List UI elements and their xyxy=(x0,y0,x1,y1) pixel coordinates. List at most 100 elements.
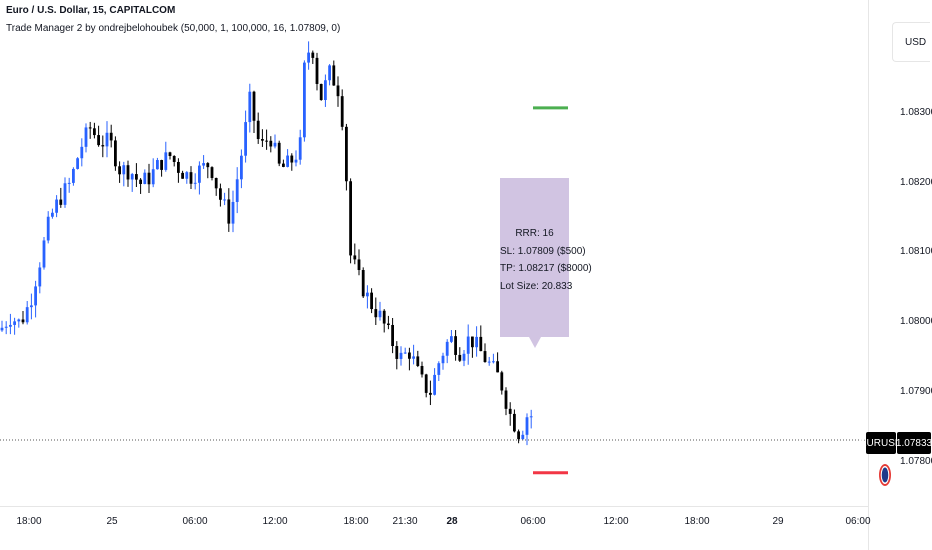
candle-body xyxy=(210,167,214,178)
candle-body xyxy=(118,166,121,175)
candle-body xyxy=(492,361,495,363)
candle-body xyxy=(496,361,499,373)
candle-body xyxy=(42,240,46,268)
candle-body xyxy=(378,310,382,318)
candle-body xyxy=(521,434,525,440)
candle-body xyxy=(240,155,243,180)
tp-label: TP: 1.08217 ($8000) xyxy=(500,263,592,274)
candle-body xyxy=(168,152,172,156)
candle-body xyxy=(252,91,256,121)
indicator-legend[interactable]: Trade Manager 2 by ondrejbelohoubek (50,… xyxy=(6,23,341,34)
time-tick: 18:00 xyxy=(16,516,42,527)
candle-body xyxy=(34,286,37,306)
time-tick: 06:00 xyxy=(182,516,208,527)
candle-body xyxy=(135,174,138,180)
price-tick: 1.08300 xyxy=(900,107,932,118)
candle-body xyxy=(391,324,394,347)
time-tick: 21:30 xyxy=(392,516,418,527)
candle-body xyxy=(139,179,142,184)
candle-body xyxy=(114,140,117,167)
price-tick: 1.07800 xyxy=(900,456,932,467)
candle-body xyxy=(466,336,470,354)
candle-body xyxy=(4,326,8,328)
candle-body xyxy=(46,216,50,241)
candle-body xyxy=(122,165,126,175)
currency-button[interactable]: USD xyxy=(892,22,930,62)
candle-body xyxy=(67,182,71,184)
time-tick: 28 xyxy=(446,516,458,527)
candle-body xyxy=(51,212,54,217)
candle-body xyxy=(248,91,252,123)
candle-body xyxy=(361,270,365,297)
candle-body xyxy=(487,361,491,363)
candle-body xyxy=(80,146,84,159)
candle-body xyxy=(366,292,369,297)
candle-body xyxy=(76,158,79,169)
candle-body xyxy=(156,160,159,170)
candle-body xyxy=(177,161,180,173)
time-tick: 12:00 xyxy=(603,516,629,527)
candle-body xyxy=(353,255,357,260)
candle-body xyxy=(244,122,247,156)
candle-body xyxy=(529,416,533,418)
candle-body xyxy=(408,352,411,359)
time-tick: 18:00 xyxy=(343,516,369,527)
candle-body xyxy=(462,353,466,361)
candle-body xyxy=(130,174,134,180)
trade-info-pointer xyxy=(529,337,541,348)
candle-body xyxy=(143,172,147,184)
candle-body xyxy=(193,182,197,184)
candle-body xyxy=(382,310,386,324)
candle-body xyxy=(185,172,189,179)
candle-body xyxy=(303,62,306,138)
candle-body xyxy=(88,127,92,129)
candle-body xyxy=(349,181,352,256)
candle-body xyxy=(97,135,100,146)
candle-body xyxy=(290,155,294,163)
candle-body xyxy=(151,169,155,185)
candle-body xyxy=(429,392,432,395)
candle-body xyxy=(206,163,210,168)
candle-body xyxy=(164,152,168,170)
candle-body xyxy=(214,177,218,189)
candle-body xyxy=(332,65,336,86)
candle-body xyxy=(9,324,12,327)
symbol-title[interactable]: Euro / U.S. Dollar, 15, CAPITALCOM xyxy=(6,5,176,16)
candle-body xyxy=(101,145,105,147)
sl-label: SL: 1.07809 ($500) xyxy=(500,245,586,257)
candle-body xyxy=(17,319,21,322)
candle-body xyxy=(273,142,277,147)
candle-body xyxy=(483,351,487,363)
candle-body xyxy=(269,140,273,147)
candle-body xyxy=(387,323,390,325)
candle-body xyxy=(160,160,163,170)
candle-body xyxy=(424,374,428,393)
candle-body xyxy=(261,139,264,141)
candle-body xyxy=(357,259,361,271)
candle-body xyxy=(105,132,109,147)
lot-size-label: Lot Size: 20.833 xyxy=(500,280,573,292)
candle-body xyxy=(298,137,302,160)
candle-body xyxy=(441,355,445,364)
candle-body xyxy=(55,199,58,213)
candle-body xyxy=(181,172,184,179)
candle-body xyxy=(328,65,331,81)
candle-body xyxy=(395,346,399,359)
flag-logo-icon xyxy=(879,464,891,486)
candle-body xyxy=(454,336,457,355)
candle-body xyxy=(223,199,226,201)
price-chart[interactable] xyxy=(0,0,868,506)
candle-body xyxy=(399,352,403,359)
candle-body xyxy=(370,292,373,310)
candle-body xyxy=(30,305,33,308)
candle-body xyxy=(21,319,25,323)
time-tick: 18:00 xyxy=(684,516,710,527)
candle-body xyxy=(172,155,176,162)
candle-body xyxy=(202,163,205,166)
candle-body xyxy=(517,431,520,440)
time-tick: 29 xyxy=(772,516,784,527)
trade-info-box: RRR: 16 SL: 1.07809 ($500) TP: 1.08217 (… xyxy=(500,178,592,337)
candle-body xyxy=(109,132,113,141)
candle-body xyxy=(433,374,436,395)
